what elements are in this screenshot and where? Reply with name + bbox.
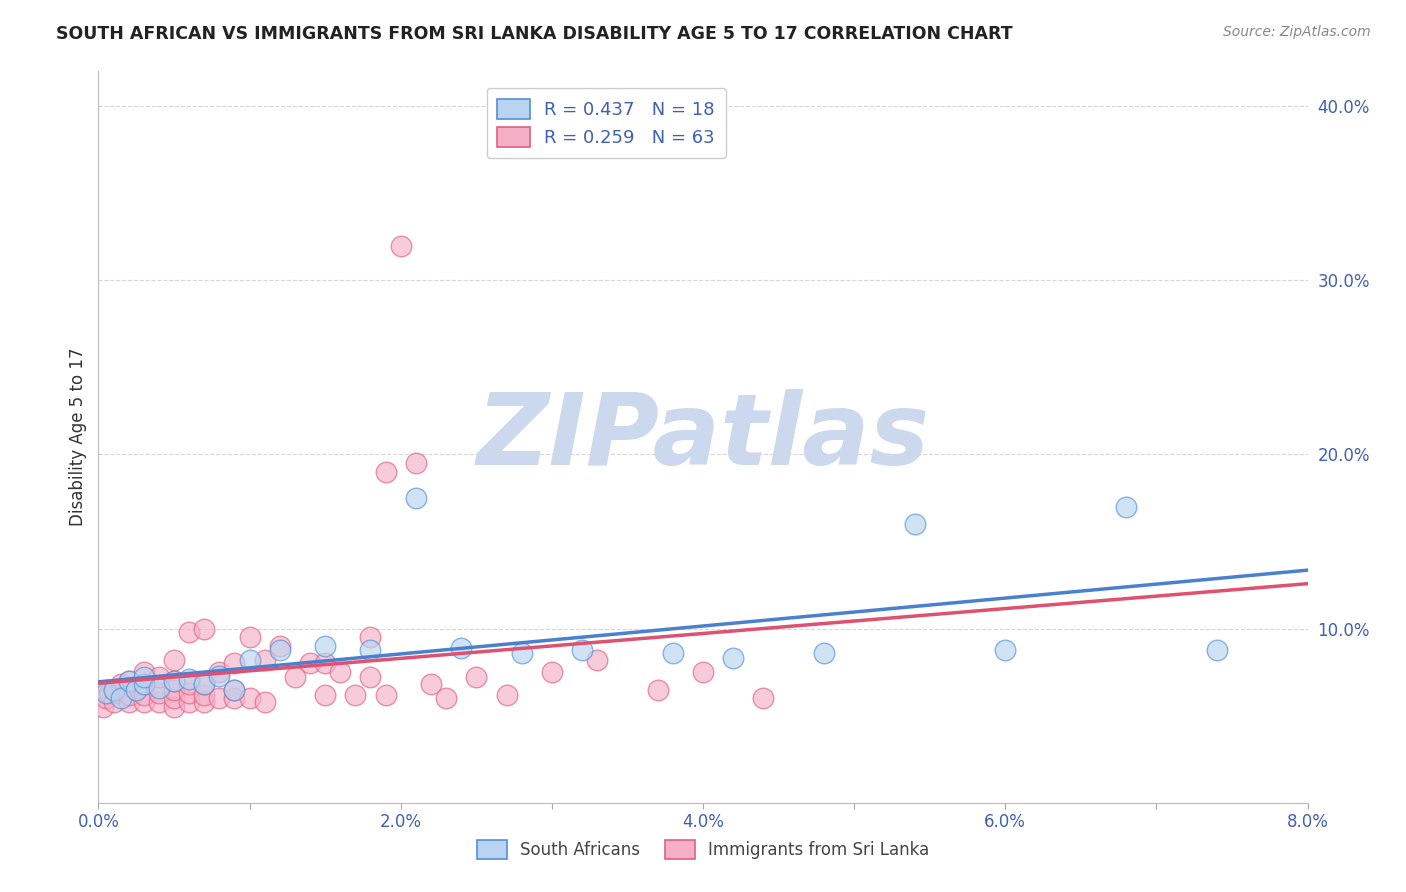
- Point: [434, 691, 457, 706]
- Point: [360, 642, 382, 657]
- Point: [118, 695, 141, 709]
- Point: [269, 639, 291, 653]
- Point: [450, 640, 472, 655]
- Point: [239, 631, 262, 645]
- Point: [374, 688, 396, 702]
- Point: [105, 686, 128, 700]
- Point: [91, 700, 114, 714]
- Point: [994, 642, 1017, 657]
- Point: [125, 682, 148, 697]
- Point: [405, 491, 427, 505]
- Point: [752, 691, 775, 706]
- Text: Source: ZipAtlas.com: Source: ZipAtlas.com: [1223, 25, 1371, 39]
- Point: [405, 456, 427, 470]
- Point: [224, 657, 246, 671]
- Point: [314, 657, 336, 671]
- Point: [103, 695, 125, 709]
- Point: [1115, 500, 1137, 514]
- Point: [110, 677, 132, 691]
- Point: [118, 688, 141, 702]
- Point: [163, 691, 186, 706]
- Y-axis label: Disability Age 5 to 17: Disability Age 5 to 17: [69, 348, 87, 526]
- Point: [110, 691, 132, 706]
- Point: [148, 681, 170, 695]
- Point: [571, 642, 593, 657]
- Point: [98, 686, 121, 700]
- Point: [239, 691, 262, 706]
- Point: [179, 695, 201, 709]
- Point: [163, 673, 186, 688]
- Point: [179, 672, 201, 686]
- Point: [723, 651, 745, 665]
- Point: [813, 646, 835, 660]
- Point: [360, 631, 382, 645]
- Text: SOUTH AFRICAN VS IMMIGRANTS FROM SRI LANKA DISABILITY AGE 5 TO 17 CORRELATION CH: SOUTH AFRICAN VS IMMIGRANTS FROM SRI LAN…: [56, 25, 1012, 43]
- Point: [208, 691, 231, 706]
- Point: [904, 517, 927, 532]
- Point: [118, 673, 141, 688]
- Point: [253, 695, 276, 709]
- Point: [224, 682, 246, 697]
- Point: [148, 686, 170, 700]
- Point: [647, 682, 669, 697]
- Point: [193, 677, 215, 691]
- Point: [132, 665, 155, 680]
- Point: [125, 682, 148, 697]
- Point: [314, 639, 336, 653]
- Point: [389, 238, 412, 252]
- Point: [103, 682, 125, 697]
- Point: [495, 688, 517, 702]
- Point: [299, 657, 322, 671]
- Point: [163, 682, 186, 697]
- Point: [132, 677, 155, 691]
- Point: [132, 695, 155, 709]
- Point: [239, 653, 262, 667]
- Point: [269, 642, 291, 657]
- Point: [193, 688, 215, 702]
- Text: ZIPatlas: ZIPatlas: [477, 389, 929, 485]
- Point: [163, 673, 186, 688]
- Point: [118, 673, 141, 688]
- Point: [163, 653, 186, 667]
- Point: [163, 700, 186, 714]
- Point: [179, 686, 201, 700]
- Point: [132, 670, 155, 684]
- Point: [132, 677, 155, 691]
- Point: [193, 677, 215, 691]
- Point: [314, 688, 336, 702]
- Point: [224, 682, 246, 697]
- Point: [253, 653, 276, 667]
- Point: [510, 646, 533, 660]
- Point: [329, 665, 352, 680]
- Point: [193, 695, 215, 709]
- Legend: South Africans, Immigrants from Sri Lanka: South Africans, Immigrants from Sri Lank…: [468, 831, 938, 868]
- Point: [344, 688, 367, 702]
- Point: [540, 665, 562, 680]
- Point: [94, 686, 117, 700]
- Point: [179, 677, 201, 691]
- Point: [208, 668, 231, 682]
- Point: [193, 622, 215, 636]
- Point: [1206, 642, 1229, 657]
- Point: [374, 465, 396, 479]
- Point: [132, 688, 155, 702]
- Point: [586, 653, 609, 667]
- Point: [208, 665, 231, 680]
- Point: [148, 695, 170, 709]
- Point: [465, 670, 488, 684]
- Point: [148, 670, 170, 684]
- Point: [179, 625, 201, 640]
- Point: [360, 670, 382, 684]
- Point: [224, 691, 246, 706]
- Point: [94, 691, 117, 706]
- Point: [661, 646, 683, 660]
- Point: [420, 677, 443, 691]
- Point: [103, 682, 125, 697]
- Point: [284, 670, 307, 684]
- Point: [692, 665, 714, 680]
